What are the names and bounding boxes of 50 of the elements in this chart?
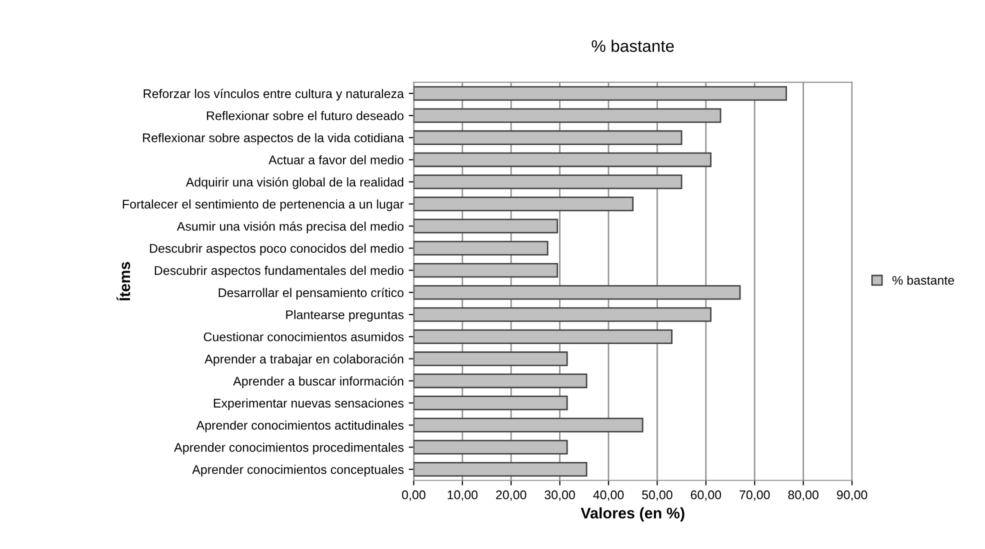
bar (414, 396, 568, 410)
bar (414, 86, 787, 101)
bar (414, 329, 673, 344)
bar (414, 240, 548, 256)
chart-title: % bastante (592, 40, 674, 52)
y-tick-label: Cuestionar conocimientos asumidos (204, 332, 404, 342)
y-tick-label: Reforzar los vínculos entre cultura y naturaleza (144, 88, 404, 101)
x-tick-label: 80,00 (788, 490, 818, 501)
x-tick-label: 90,00 (836, 490, 868, 501)
bar (414, 285, 741, 300)
legend-label: % bastante (892, 276, 954, 285)
bar (414, 130, 682, 145)
bar (414, 196, 634, 212)
x-tick-label: 50,00 (642, 490, 672, 501)
bar (414, 374, 588, 388)
y-tick-label: Asumir una visión más precisa del medio (176, 221, 404, 234)
y-tick-label: Plantearse preguntas (286, 310, 404, 322)
y-axis-title: Ítems (116, 262, 130, 301)
y-tick-label: Aprender a buscar información (233, 376, 404, 388)
y-tick-label: Aprender conocimientos actitudinales (196, 420, 404, 432)
y-tick-label: Fortalecer el sentimiento de pertenencia a un lugar (122, 199, 404, 212)
bar (414, 108, 722, 123)
x-tick-label: 20,00 (496, 490, 526, 501)
y-tick-label: Descubrir aspectos poco conocidos del medio (150, 244, 404, 256)
y-tick-label: Reflexionar sobre el futuro deseado (206, 110, 404, 120)
y-tick-label: Actuar a favor del medio (268, 155, 404, 164)
y-tick-label: Descubrir aspectos fundamentales del medio (154, 266, 404, 278)
y-tick-label: Aprender conocimientos conceptuales (192, 464, 404, 476)
bar (414, 351, 568, 366)
x-tick-label: 60,00 (690, 490, 722, 501)
y-tick-label: Aprender a trabajar en colaboración (204, 354, 404, 366)
x-tick-label: 70,00 (740, 490, 770, 501)
x-axis-title: Valores (en %) (580, 507, 684, 522)
bar (414, 262, 558, 278)
x-tick-label: 10,00 (448, 490, 478, 501)
bar (414, 152, 712, 168)
y-tick-label: Adquirir una visión global de la realidad (186, 177, 404, 190)
x-tick-label: 0,00 (402, 490, 426, 501)
bar (414, 174, 682, 190)
y-tick-label: Desarrollar el pensamiento crítico (218, 288, 404, 300)
bar (414, 462, 588, 477)
y-tick-label: Reflexionar sobre aspectos de la vida cotidiana (143, 133, 404, 145)
x-tick-label: 30,00 (544, 490, 575, 501)
x-tick-label: 40,00 (593, 490, 624, 501)
bar (414, 218, 558, 234)
bar (414, 307, 712, 322)
bar (414, 440, 568, 455)
bar (414, 418, 644, 432)
y-tick-label: Experimentar nuevas sensaciones (214, 398, 404, 410)
y-tick-label: Aprender conocimientos procedimentales (174, 442, 404, 454)
